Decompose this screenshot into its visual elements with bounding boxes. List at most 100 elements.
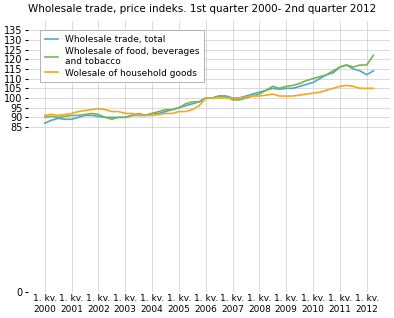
Wholesale of food, beverages
and tobacco	[344, 63, 349, 67]
Wholesale trade, total	[116, 115, 121, 119]
Wholesale of food, beverages
and tobacco	[331, 69, 336, 73]
Wolesale of household goods	[304, 92, 309, 96]
Wolesale of household goods	[49, 113, 54, 116]
Wholesale of food, beverages
and tobacco	[177, 106, 181, 110]
Wholesale of food, beverages
and tobacco	[150, 112, 154, 115]
Wolesale of household goods	[89, 108, 94, 112]
Wholesale trade, total	[264, 88, 268, 92]
Wolesale of household goods	[130, 112, 134, 115]
Wholesale trade, total	[110, 115, 114, 119]
Wolesale of household goods	[277, 94, 282, 98]
Wholesale trade, total	[277, 87, 282, 91]
Wholesale trade, total	[203, 96, 208, 100]
Wolesale of household goods	[203, 96, 208, 100]
Wolesale of household goods	[76, 110, 81, 114]
Wholesale of food, beverages
and tobacco	[183, 102, 188, 106]
Wholesale trade, total	[250, 92, 255, 96]
Wolesale of household goods	[217, 96, 221, 100]
Wholesale of food, beverages
and tobacco	[237, 98, 242, 102]
Wolesale of household goods	[318, 90, 322, 94]
Wholesale of food, beverages
and tobacco	[156, 110, 161, 114]
Wolesale of household goods	[163, 112, 168, 115]
Wholesale trade, total	[210, 96, 215, 100]
Wholesale trade, total	[96, 114, 101, 118]
Wolesale of household goods	[143, 114, 148, 117]
Wholesale of food, beverages
and tobacco	[304, 79, 309, 82]
Wholesale trade, total	[123, 115, 128, 119]
Wolesale of household goods	[338, 85, 342, 88]
Wholesale of food, beverages
and tobacco	[76, 114, 81, 117]
Wholesale of food, beverages
and tobacco	[56, 115, 61, 119]
Wholesale trade, total	[170, 108, 175, 112]
Wholesale trade, total	[304, 82, 309, 86]
Wholesale trade, total	[163, 110, 168, 114]
Wholesale of food, beverages
and tobacco	[358, 63, 362, 67]
Wholesale trade, total	[318, 77, 322, 80]
Wholesale of food, beverages
and tobacco	[338, 65, 342, 69]
Wholesale trade, total	[331, 71, 336, 75]
Wholesale of food, beverages
and tobacco	[63, 114, 67, 118]
Wolesale of household goods	[351, 85, 356, 88]
Wholesale of food, beverages
and tobacco	[324, 73, 329, 77]
Wholesale trade, total	[56, 116, 61, 120]
Wolesale of household goods	[210, 96, 215, 100]
Text: Wholesale trade, price indeks. 1st quarter 2000- 2nd quarter 2012: Wholesale trade, price indeks. 1st quart…	[28, 4, 377, 14]
Wholesale of food, beverages
and tobacco	[103, 115, 108, 119]
Wolesale of household goods	[150, 114, 154, 117]
Wholesale of food, beverages
and tobacco	[190, 100, 195, 104]
Wholesale trade, total	[223, 94, 228, 98]
Wholesale trade, total	[257, 90, 262, 94]
Wolesale of household goods	[257, 94, 262, 98]
Line: Wholesale trade, total: Wholesale trade, total	[45, 65, 374, 123]
Wholesale of food, beverages
and tobacco	[116, 115, 121, 119]
Wholesale of food, beverages
and tobacco	[290, 84, 295, 87]
Wolesale of household goods	[270, 92, 275, 96]
Wholesale of food, beverages
and tobacco	[96, 113, 101, 116]
Wholesale trade, total	[69, 117, 74, 121]
Wholesale trade, total	[237, 96, 242, 100]
Wholesale trade, total	[270, 86, 275, 90]
Wholesale of food, beverages
and tobacco	[318, 75, 322, 79]
Wolesale of household goods	[324, 88, 329, 92]
Wolesale of household goods	[69, 112, 74, 115]
Wolesale of household goods	[358, 86, 362, 90]
Wolesale of household goods	[237, 96, 242, 100]
Wholesale of food, beverages
and tobacco	[250, 94, 255, 98]
Wholesale trade, total	[177, 106, 181, 110]
Wholesale trade, total	[89, 114, 94, 117]
Wholesale of food, beverages
and tobacco	[83, 113, 87, 116]
Wholesale of food, beverages
and tobacco	[264, 88, 268, 92]
Wolesale of household goods	[110, 110, 114, 114]
Wholesale trade, total	[150, 112, 154, 115]
Wholesale trade, total	[324, 73, 329, 77]
Wholesale of food, beverages
and tobacco	[270, 85, 275, 88]
Wolesale of household goods	[103, 108, 108, 112]
Wholesale of food, beverages
and tobacco	[364, 63, 369, 67]
Wholesale trade, total	[103, 115, 108, 119]
Wholesale trade, total	[311, 80, 316, 84]
Wholesale of food, beverages
and tobacco	[371, 53, 376, 57]
Wholesale trade, total	[197, 100, 201, 104]
Wholesale of food, beverages
and tobacco	[297, 81, 302, 85]
Wolesale of household goods	[190, 108, 195, 112]
Wholesale trade, total	[49, 118, 54, 122]
Wolesale of household goods	[43, 114, 47, 117]
Wolesale of household goods	[123, 112, 128, 115]
Wolesale of household goods	[344, 84, 349, 87]
Wholesale trade, total	[130, 114, 134, 117]
Wholesale trade, total	[43, 121, 47, 125]
Wholesale of food, beverages
and tobacco	[210, 96, 215, 100]
Wholesale of food, beverages
and tobacco	[217, 94, 221, 98]
Wolesale of household goods	[371, 86, 376, 90]
Legend: Wholesale trade, total, Wholesale of food, beverages
and tobacco, Wolesale of ho: Wholesale trade, total, Wholesale of foo…	[40, 31, 204, 82]
Wholesale of food, beverages
and tobacco	[243, 96, 248, 100]
Wolesale of household goods	[183, 110, 188, 114]
Wolesale of household goods	[264, 93, 268, 97]
Wholesale of food, beverages
and tobacco	[284, 85, 288, 88]
Wholesale trade, total	[351, 67, 356, 71]
Wholesale of food, beverages
and tobacco	[351, 65, 356, 69]
Wholesale trade, total	[183, 104, 188, 107]
Wholesale trade, total	[217, 94, 221, 98]
Wholesale of food, beverages
and tobacco	[230, 98, 235, 102]
Wholesale of food, beverages
and tobacco	[43, 115, 47, 119]
